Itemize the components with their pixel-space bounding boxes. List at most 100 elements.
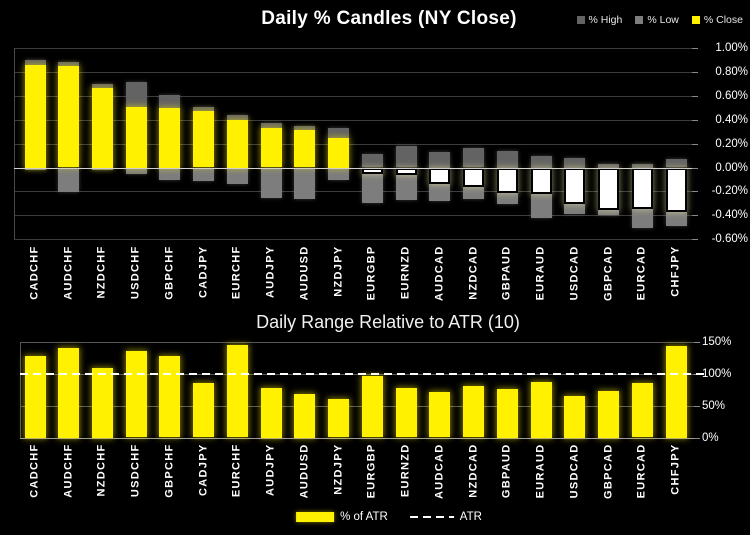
x-axis-label: CADCHF bbox=[28, 245, 41, 300]
candle-low-segment bbox=[261, 168, 282, 198]
atr-bar bbox=[58, 348, 79, 438]
candle-high-segment bbox=[92, 84, 113, 88]
atr-bar bbox=[463, 386, 484, 437]
candle-high-segment bbox=[531, 156, 552, 168]
y-axis-label: 0.40% bbox=[715, 114, 748, 126]
axis-tick bbox=[692, 215, 698, 216]
y-axis-label: 150% bbox=[702, 336, 732, 348]
atr-bar bbox=[666, 346, 687, 438]
x-axis-label: NZDCAD bbox=[467, 245, 480, 300]
atr-bar bbox=[159, 356, 180, 437]
candle-close-bar bbox=[159, 108, 180, 168]
x-axis-label: EURAUD bbox=[534, 245, 547, 301]
candle-close-bar bbox=[564, 168, 585, 204]
candle-high-segment bbox=[193, 107, 214, 112]
x-axis-label: CHFJPY bbox=[669, 443, 682, 495]
y-axis-line bbox=[20, 342, 21, 438]
y-axis-label: 0.60% bbox=[715, 90, 748, 102]
candle-low-segment bbox=[497, 193, 518, 204]
x-axis-label: GBPCHF bbox=[163, 245, 176, 300]
x-axis-label: CHFJPY bbox=[669, 245, 682, 297]
gridline bbox=[20, 342, 694, 343]
candle-high-segment bbox=[294, 126, 315, 131]
y-axis-label: -0.60% bbox=[711, 233, 748, 245]
candle-close-bar bbox=[25, 65, 46, 168]
x-axis-label: NZDJPY bbox=[332, 443, 345, 495]
gridline bbox=[14, 215, 692, 216]
candle-close-bar bbox=[328, 138, 349, 168]
gridline bbox=[20, 438, 694, 439]
atr-bar bbox=[227, 345, 248, 437]
gridline bbox=[14, 120, 692, 121]
y-axis-label: 0.00% bbox=[715, 162, 748, 174]
candle-high-segment bbox=[159, 95, 180, 108]
atr-bar bbox=[193, 383, 214, 437]
y-axis-line bbox=[14, 48, 15, 239]
x-axis-label: USDCHF bbox=[129, 245, 142, 300]
low-swatch-icon bbox=[635, 16, 644, 24]
x-axis-label: USDCHF bbox=[129, 443, 142, 498]
x-axis-label: AUDCAD bbox=[433, 245, 446, 301]
candle-close-bar bbox=[632, 168, 653, 209]
candle-close-bar bbox=[92, 88, 113, 168]
candle-high-segment bbox=[261, 123, 282, 128]
atr-chart-title: Daily Range Relative to ATR (10) bbox=[256, 312, 520, 332]
candle-high-segment bbox=[25, 60, 46, 65]
candle-high-segment bbox=[58, 62, 79, 66]
x-axis-label: EURNZD bbox=[399, 245, 412, 300]
candle-high-segment bbox=[362, 154, 383, 167]
candle-close-bar bbox=[666, 168, 687, 212]
y-axis-label: 0% bbox=[702, 432, 719, 444]
legend-item-close: % Close bbox=[691, 14, 743, 26]
atr-bar bbox=[126, 351, 147, 437]
x-axis-label: EURAUD bbox=[534, 443, 547, 499]
x-axis-label: NZDCHF bbox=[95, 245, 108, 299]
candle-low-segment bbox=[126, 168, 147, 174]
y-axis-label: 100% bbox=[702, 368, 732, 380]
candle-low-segment bbox=[92, 168, 113, 170]
candles-legend: % High % Low % Close bbox=[576, 14, 743, 26]
candle-low-segment bbox=[396, 175, 417, 200]
y-axis-label: 0.80% bbox=[715, 66, 748, 78]
legend-label-low: % Low bbox=[647, 14, 679, 26]
x-axis-label: EURGBP bbox=[365, 245, 378, 301]
y-axis-label: 50% bbox=[702, 400, 726, 412]
x-axis-label: CADJPY bbox=[197, 443, 210, 496]
x-axis-label: USDCAD bbox=[568, 245, 581, 301]
axis-tick bbox=[694, 342, 700, 343]
candle-high-segment bbox=[328, 128, 349, 138]
axis-tick bbox=[692, 168, 698, 169]
gridline bbox=[14, 96, 692, 97]
candle-high-segment bbox=[227, 115, 248, 120]
x-axis-label: AUDCHF bbox=[62, 443, 75, 498]
candle-close-bar bbox=[463, 168, 484, 187]
x-axis-label: AUDCAD bbox=[433, 443, 446, 499]
candle-low-segment bbox=[193, 168, 214, 181]
y-axis-label: 1.00% bbox=[715, 42, 748, 54]
x-axis-label: GBPCHF bbox=[163, 443, 176, 498]
legend-item-high: % High bbox=[576, 14, 622, 26]
atr-bar bbox=[328, 399, 349, 437]
atr-bar bbox=[632, 383, 653, 437]
candle-close-bar bbox=[396, 168, 417, 175]
candle-close-bar bbox=[362, 168, 383, 174]
x-axis-label: AUDJPY bbox=[264, 443, 277, 496]
atr-bar bbox=[294, 394, 315, 438]
candle-close-bar bbox=[227, 120, 248, 168]
candle-low-segment bbox=[666, 212, 687, 226]
candle-high-segment bbox=[463, 148, 484, 167]
candle-low-segment bbox=[362, 173, 383, 203]
gridline bbox=[14, 191, 692, 192]
axis-tick bbox=[692, 144, 698, 145]
axis-tick bbox=[692, 191, 698, 192]
atr-bar bbox=[497, 389, 518, 438]
candle-close-bar bbox=[193, 111, 214, 167]
gridline bbox=[14, 144, 692, 145]
x-axis-label: EURCHF bbox=[230, 245, 243, 300]
candle-high-segment bbox=[396, 146, 417, 167]
candle-high-segment bbox=[429, 152, 450, 168]
x-axis-label: GBPCAD bbox=[602, 443, 615, 499]
x-axis-label: EURGBP bbox=[365, 443, 378, 499]
candle-low-segment bbox=[58, 168, 79, 192]
